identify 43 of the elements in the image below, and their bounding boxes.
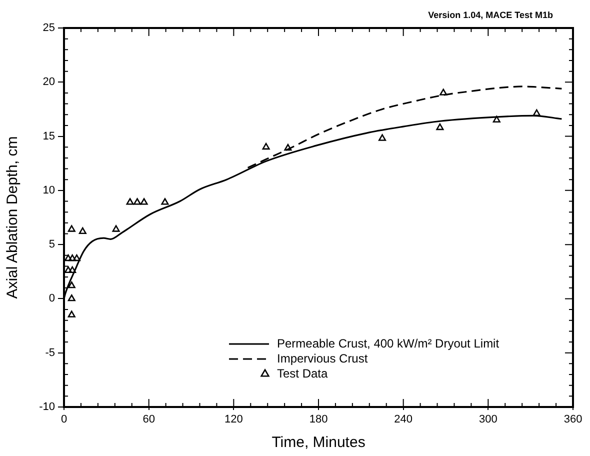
point: [492, 116, 500, 122]
point: [436, 123, 444, 130]
point: [64, 266, 72, 274]
point: [68, 310, 76, 318]
y-tick-label: -10: [39, 401, 55, 414]
x-tick-label: 120: [224, 414, 243, 426]
y-tick-label: 5: [48, 238, 55, 251]
legend-label: Impervious Crust: [277, 351, 368, 366]
legend-label: Test Data: [277, 366, 328, 380]
point: [140, 198, 148, 205]
point: [64, 254, 72, 262]
y-tick-label: -5: [45, 346, 55, 359]
legend-label: Permeable Crust, 400 kW/m² Dryout Limit: [277, 336, 500, 350]
y-tick-label: 25: [42, 22, 55, 34]
x-tick-label: 180: [309, 414, 328, 426]
point: [68, 225, 76, 232]
point: [78, 227, 86, 234]
point: [126, 198, 134, 205]
x-tick-label: 300: [478, 414, 498, 426]
x-tick-label: 0: [60, 414, 68, 426]
point: [378, 134, 386, 141]
point: [532, 109, 540, 116]
x-tick-label: 240: [394, 414, 413, 426]
x-axis-title: Time, Minutes: [272, 434, 366, 452]
y-tick-label: 15: [42, 130, 55, 142]
y-tick-label: 0: [48, 292, 55, 305]
point: [262, 142, 270, 150]
x-tick-label: 60: [142, 414, 155, 426]
point: [72, 254, 80, 262]
point: [133, 198, 142, 205]
point: [68, 254, 76, 262]
point: [68, 281, 76, 288]
x-tick-label: 360: [564, 414, 582, 426]
point: [68, 266, 76, 274]
point: [284, 144, 292, 151]
y-tick-label: 20: [42, 76, 55, 88]
text: Version 1.04, MACE Test M1b: [428, 10, 554, 20]
point: [440, 88, 448, 96]
y-tick-label: 10: [42, 184, 55, 196]
y-axis-title: Axial Ablation Depth, cm: [4, 136, 22, 299]
point: [68, 294, 76, 302]
point: [112, 225, 120, 232]
point: [161, 198, 169, 205]
